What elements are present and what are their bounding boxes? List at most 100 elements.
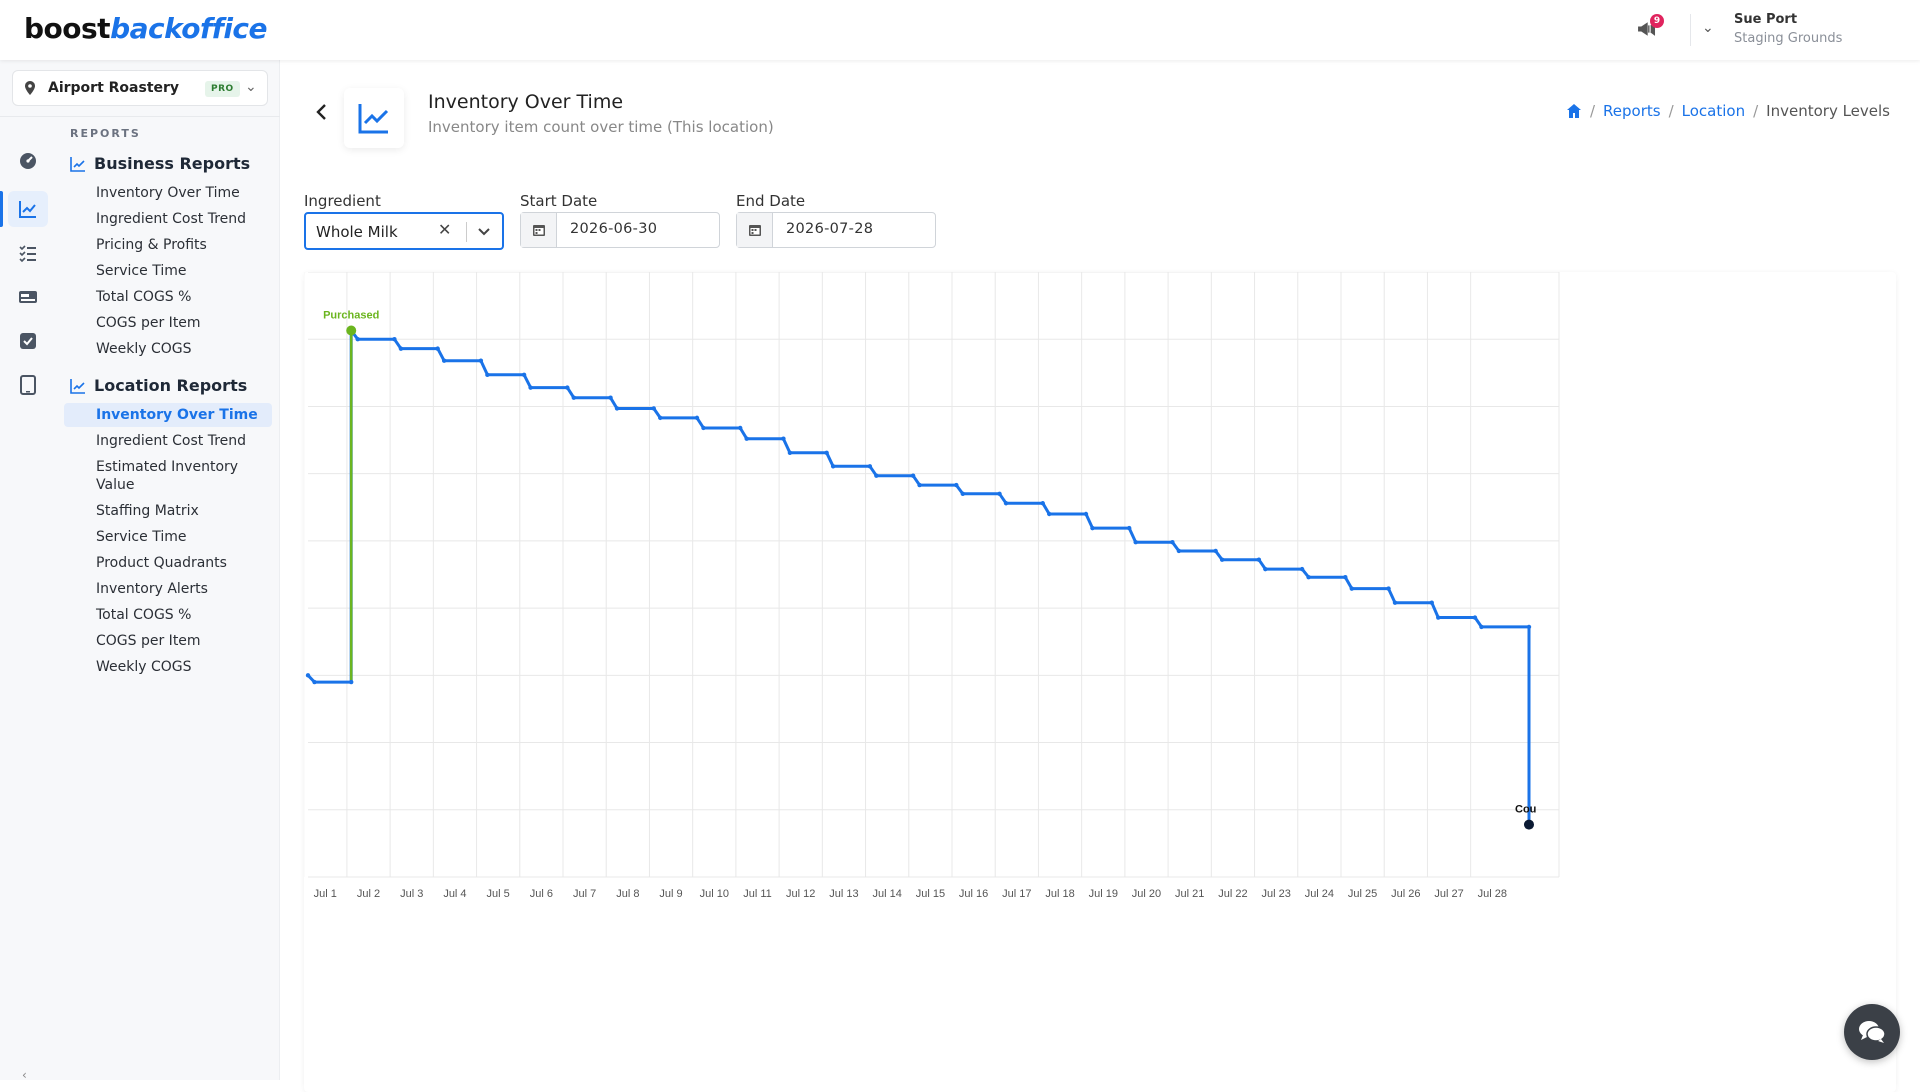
location-selector[interactable]: Airport Roastery PRO ⌄ <box>12 70 268 106</box>
data-point <box>528 385 533 390</box>
nav-item-business-inventory-over-time[interactable]: Inventory Over Time <box>96 185 240 201</box>
data-point <box>1479 624 1484 630</box>
data-point <box>960 491 966 497</box>
sidebar-collapse-icon[interactable]: ‹ <box>22 1068 27 1082</box>
data-point <box>874 473 879 478</box>
page-title: Inventory Over Time <box>428 91 624 113</box>
location-reports-label: Location Reports <box>94 376 248 395</box>
select-separator <box>466 222 467 242</box>
end-date-input[interactable]: 2026-07-28 <box>736 212 936 248</box>
checkbox-icon[interactable] <box>8 323 48 359</box>
chart-line-icon[interactable] <box>8 191 48 227</box>
end-date-label: End Date <box>736 192 806 210</box>
home-icon[interactable] <box>1566 103 1582 119</box>
back-arrow-icon[interactable] <box>310 100 334 124</box>
data-point <box>781 436 786 441</box>
x-tick-label: Jul 7 <box>573 888 596 900</box>
nav-item-location-inventory-over-time[interactable]: Inventory Over Time <box>64 403 272 427</box>
business-reports-label: Business Reports <box>94 154 251 173</box>
data-point <box>1386 586 1391 591</box>
breadcrumb-separator: / <box>1753 102 1759 120</box>
x-tick-label: Jul 17 <box>1002 888 1031 900</box>
x-tick-label: Jul 23 <box>1261 888 1290 900</box>
x-tick-label: Jul 24 <box>1305 888 1334 900</box>
clear-icon[interactable]: ✕ <box>438 220 452 239</box>
data-point <box>398 346 404 351</box>
x-tick-label: Jul 4 <box>443 888 466 900</box>
data-point <box>392 337 397 342</box>
nav-item-location-inventory-alerts[interactable]: Inventory Alerts <box>96 581 208 597</box>
nav-item-location-staffing-matrix[interactable]: Staffing Matrix <box>96 503 199 519</box>
data-point <box>435 346 440 351</box>
data-point <box>485 372 490 378</box>
nav-item-location-service-time[interactable]: Service Time <box>96 529 187 545</box>
x-tick-label: Jul 10 <box>700 888 729 900</box>
data-point <box>1083 511 1089 517</box>
x-tick-label: Jul 12 <box>786 888 815 900</box>
data-point <box>1040 501 1045 506</box>
nav-item-location-estimated-inventory-value[interactable]: Estimated Inventory Value <box>96 459 239 493</box>
x-tick-label: Jul 26 <box>1391 888 1420 900</box>
data-point <box>1170 540 1175 545</box>
data-point <box>565 385 570 390</box>
nav-item-business-weekly-cogs[interactable]: Weekly COGS <box>96 341 192 357</box>
x-tick-label: Jul 1 <box>314 888 337 900</box>
nav-item-location-weekly-cogs[interactable]: Weekly COGS <box>96 659 192 675</box>
x-tick-label: Jul 28 <box>1478 888 1507 900</box>
nav-item-business-cogs-per-item[interactable]: COGS per Item <box>96 315 201 331</box>
purchase-marker <box>346 325 357 336</box>
business-reports-title: Business Reports <box>70 154 250 173</box>
data-point <box>312 679 317 685</box>
nav-item-location-product-quadrants[interactable]: Product Quadrants <box>96 555 227 571</box>
data-point <box>701 425 706 431</box>
x-tick-label: Jul 6 <box>530 888 553 900</box>
ingredient-label: Ingredient <box>304 192 381 210</box>
nav-item-business-total-cogs[interactable]: Total COGS % <box>96 289 192 305</box>
calendar-icon <box>521 213 557 247</box>
nav-item-location-ingredient-cost-trend[interactable]: Ingredient Cost Trend <box>96 433 247 449</box>
app-logo[interactable]: boostbackoffice <box>24 12 268 45</box>
data-point <box>954 482 959 488</box>
checklist-icon[interactable] <box>8 235 48 271</box>
user-org: Staging Grounds <box>1734 31 1843 46</box>
data-point <box>1472 615 1478 620</box>
breadcrumb-location[interactable]: Location <box>1681 102 1746 120</box>
nav-item-location-cogs-per-item[interactable]: COGS per Item <box>96 633 201 649</box>
data-point <box>867 464 873 469</box>
nav-item-business-service-time[interactable]: Service Time <box>96 263 187 279</box>
location-reports-title: Location Reports <box>70 376 247 395</box>
register-icon[interactable] <box>8 279 48 315</box>
breadcrumb: / Reports / Location / Inventory Levels <box>1566 102 1890 120</box>
data-point <box>1090 525 1095 531</box>
data-point <box>614 406 620 411</box>
data-point <box>608 395 613 400</box>
chevron-down-icon: ⌄ <box>245 79 257 95</box>
nav-item-location-total-cogs[interactable]: Total COGS % <box>96 607 192 623</box>
start-date-label: Start Date <box>520 192 598 210</box>
chevron-down-icon[interactable] <box>476 221 492 241</box>
nav-item-business-pricing-profits[interactable]: Pricing & Profits <box>96 237 207 253</box>
tablet-icon[interactable] <box>8 367 48 403</box>
data-point <box>694 415 700 421</box>
x-tick-label: Jul 21 <box>1175 888 1204 900</box>
user-name[interactable]: Sue Port <box>1734 12 1798 27</box>
data-point <box>910 473 916 478</box>
x-tick-label: Jul 20 <box>1132 888 1161 900</box>
announcement-icon[interactable]: 9 <box>1636 14 1664 42</box>
ingredient-select[interactable]: Whole Milk ✕ <box>304 212 504 250</box>
nav-item-business-ingredient-cost-trend[interactable]: Ingredient Cost Trend <box>96 211 247 227</box>
x-tick-label: Jul 18 <box>1045 888 1074 900</box>
data-point <box>824 450 829 456</box>
chat-button[interactable] <box>1844 1004 1900 1060</box>
breadcrumb-reports[interactable]: Reports <box>1603 102 1661 120</box>
x-tick-label: Jul 2 <box>357 888 380 900</box>
calendar-icon <box>737 213 773 247</box>
x-tick-label: Jul 25 <box>1348 888 1377 900</box>
dashboard-icon[interactable] <box>8 143 48 179</box>
data-point <box>441 358 447 363</box>
user-menu-chevron-icon[interactable]: ⌄ <box>1702 20 1714 36</box>
start-date-input[interactable]: 2026-06-30 <box>520 212 720 248</box>
data-point <box>744 436 749 441</box>
data-point <box>787 450 793 456</box>
